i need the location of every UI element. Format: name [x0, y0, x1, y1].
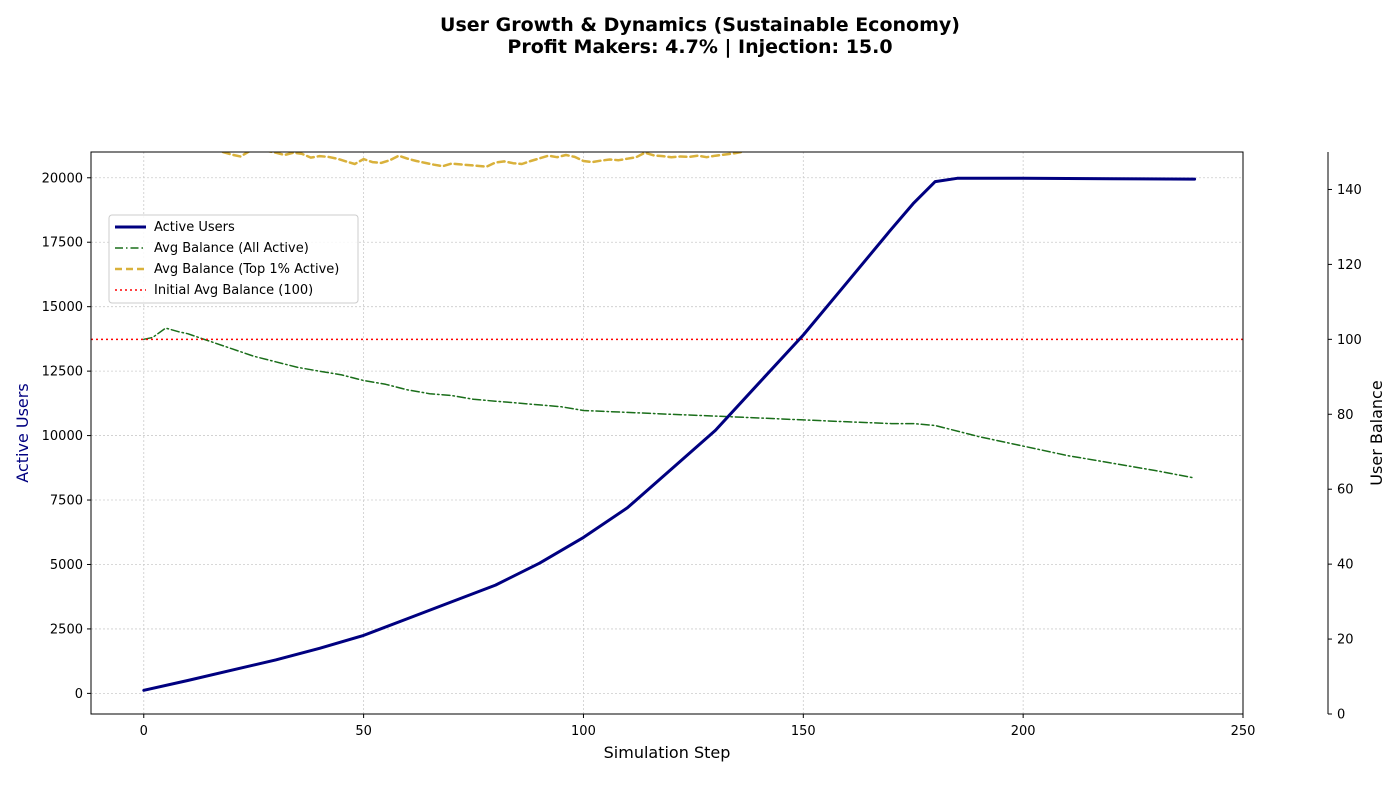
left-tick-label: 15000: [42, 300, 83, 315]
x-axis-label: Simulation Step: [604, 743, 731, 762]
chart-subtitle: Profit Makers: 4.7% | Injection: 15.0: [507, 36, 892, 58]
legend: Active Users Avg Balance (All Active) Av…: [108, 214, 359, 304]
right-tick-label: 0: [1337, 708, 1345, 723]
left-axis-label: Active Users: [13, 383, 32, 482]
avg-balance-top-line: [221, 152, 743, 168]
x-axis-ticks: 0 50 100 150 200 250: [140, 714, 1256, 739]
right-axis-ticks: 0 20 40 60 80 100 120 140: [1328, 183, 1362, 723]
x-tick-label: 200: [1011, 724, 1036, 739]
left-tick-label: 20000: [42, 171, 83, 186]
series-layer: [91, 152, 1243, 692]
x-tick-label: 0: [140, 724, 148, 739]
right-tick-label: 140: [1337, 183, 1362, 198]
x-tick-label: 50: [355, 724, 372, 739]
left-tick-label: 5000: [50, 558, 83, 573]
legend-label-avg-balance-all: Avg Balance (All Active): [154, 241, 309, 256]
right-tick-label: 20: [1337, 633, 1354, 648]
left-tick-label: 17500: [42, 236, 83, 251]
plot-frame: [90, 151, 1244, 715]
legend-label-initial-avg: Initial Avg Balance (100): [154, 283, 313, 298]
left-tick-label: 12500: [42, 365, 83, 380]
left-axis-ticks: 0 2500 5000 7500 10000 12500 15000 17500 20000: [42, 171, 91, 702]
legend-label-active-users: Active Users: [154, 220, 235, 235]
left-tick-label: 0: [75, 687, 83, 702]
right-tick-label: 80: [1337, 408, 1354, 423]
avg-balance-all-line: [143, 327, 1196, 479]
x-tick-label: 100: [571, 724, 596, 739]
right-tick-label: 120: [1337, 258, 1362, 273]
right-tick-label: 60: [1337, 483, 1354, 498]
left-tick-label: 7500: [50, 494, 83, 509]
left-tick-label: 2500: [50, 622, 83, 637]
right-tick-label: 40: [1337, 558, 1354, 573]
x-tick-label: 150: [791, 724, 816, 739]
chart-title: User Growth & Dynamics (Sustainable Econ…: [440, 14, 960, 36]
right-tick-label: 100: [1337, 333, 1362, 348]
right-axis-label: User Balance: [1367, 380, 1386, 485]
legend-box: [108, 214, 359, 304]
legend-label-avg-balance-top: Avg Balance (Top 1% Active): [154, 262, 339, 277]
x-tick-label: 250: [1231, 724, 1256, 739]
active-users-line: [142, 176, 1197, 692]
left-tick-label: 10000: [42, 429, 83, 444]
